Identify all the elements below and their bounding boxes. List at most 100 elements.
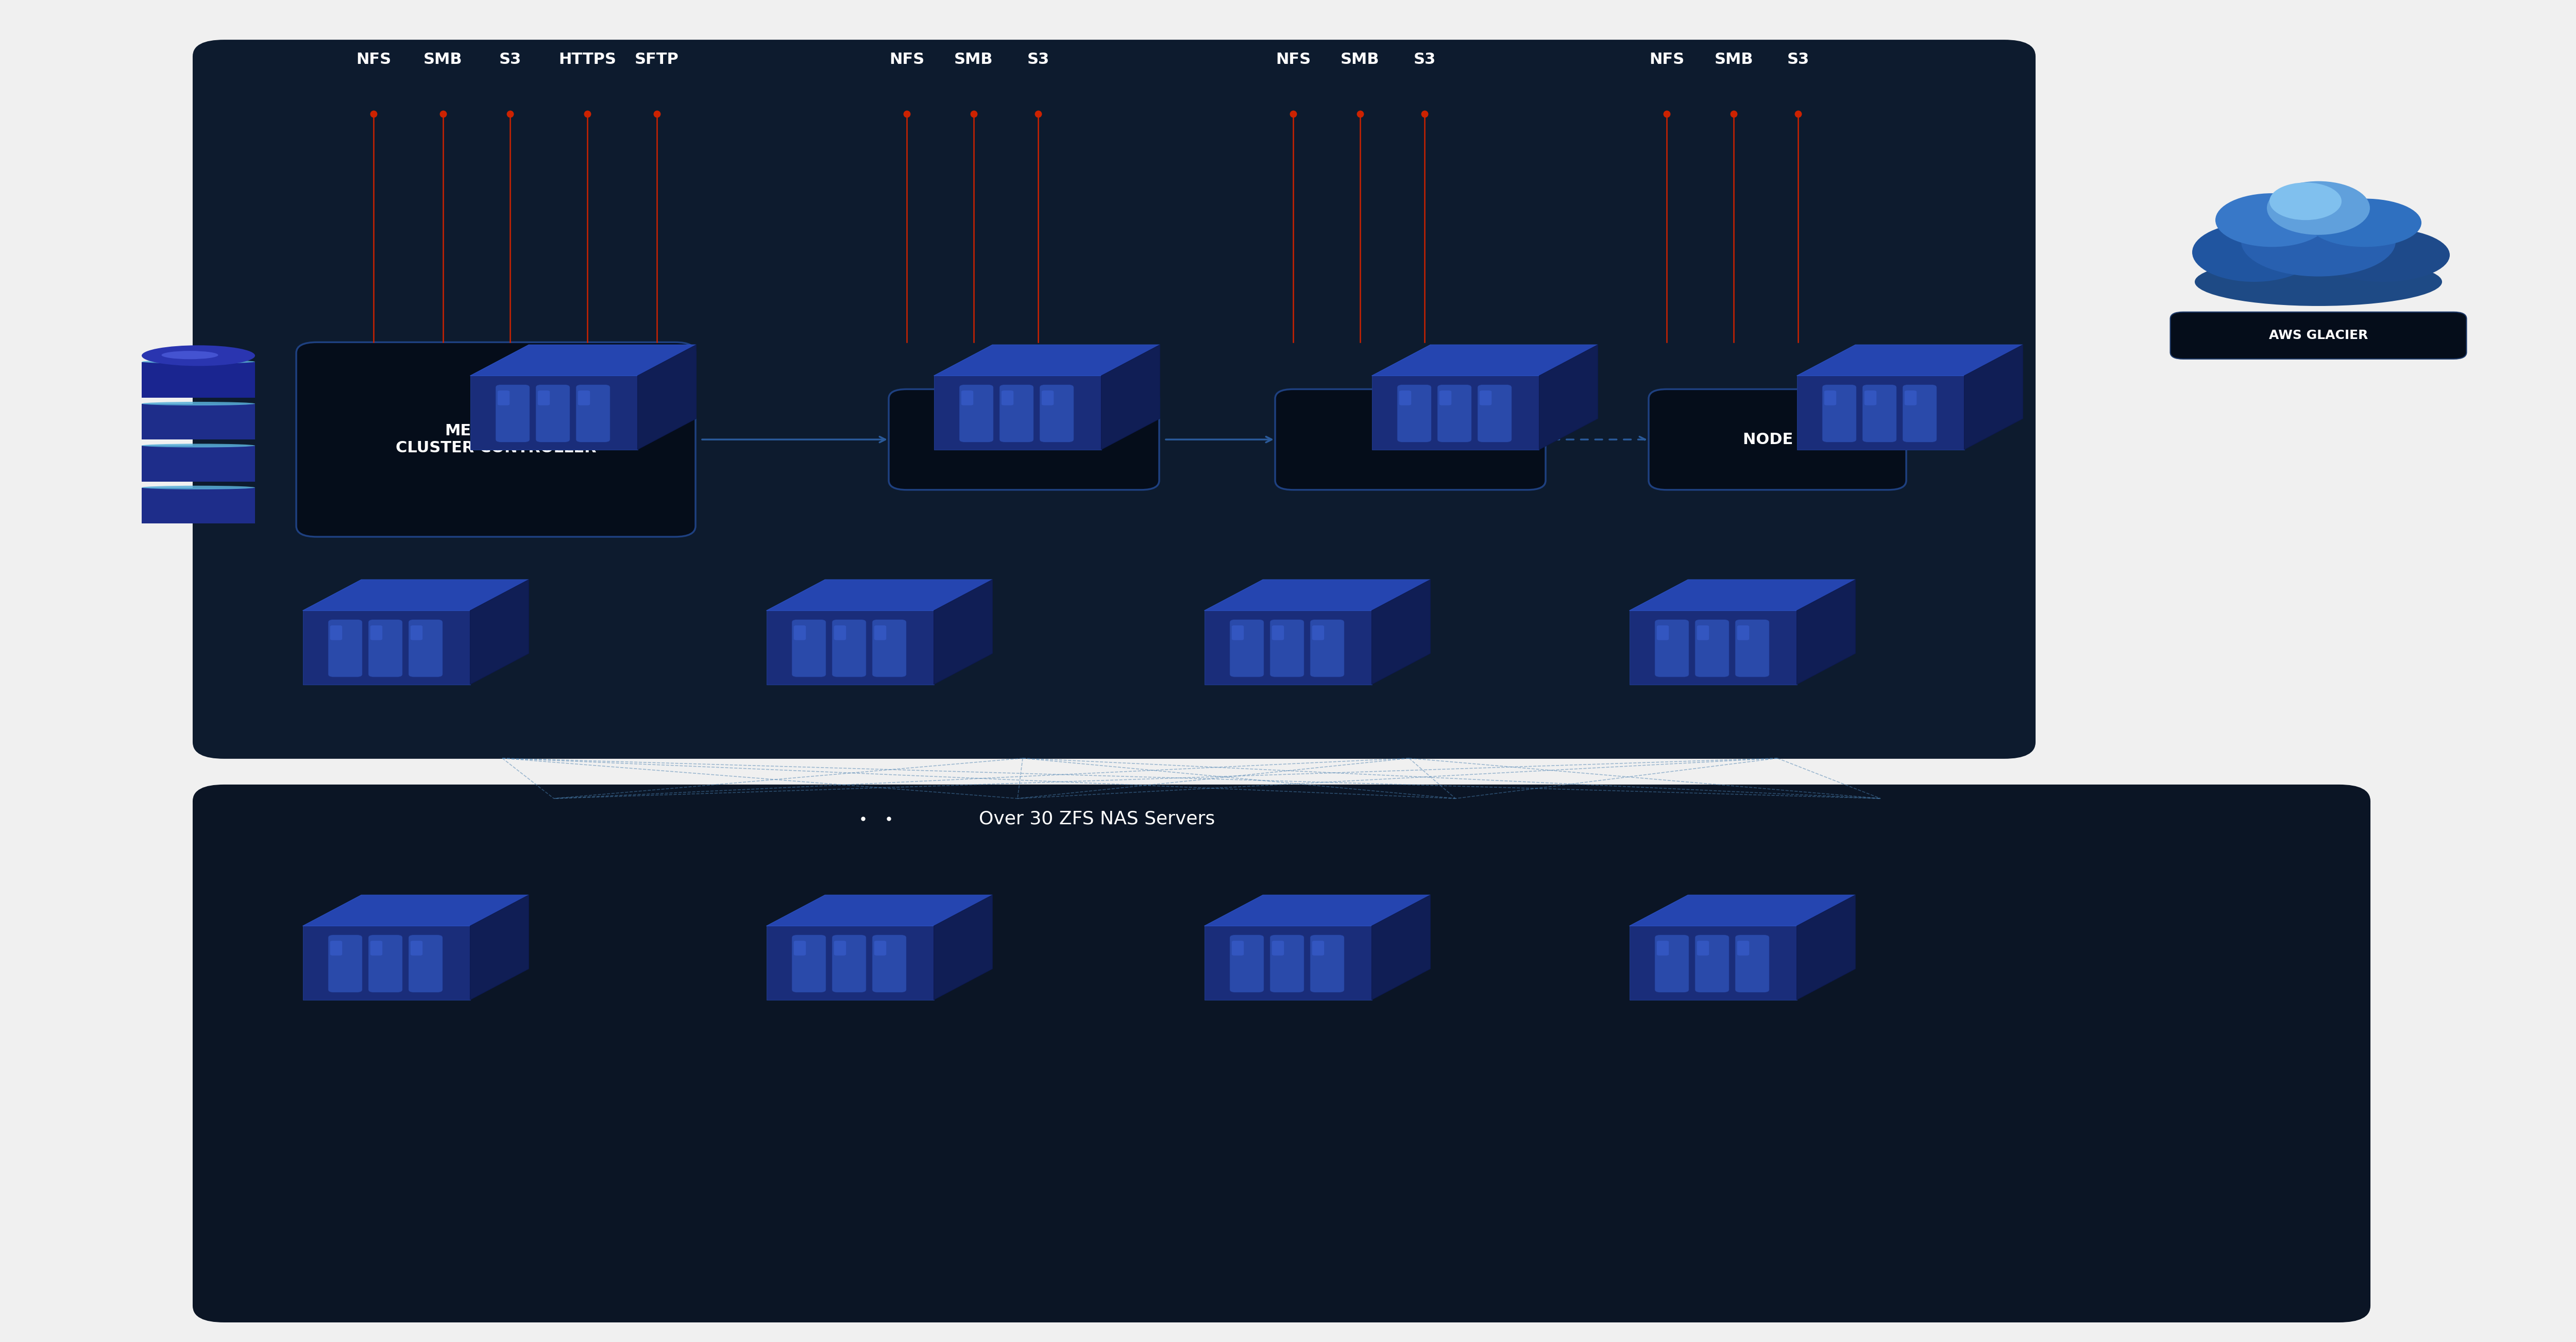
Polygon shape	[1370, 345, 1597, 376]
FancyBboxPatch shape	[410, 941, 422, 956]
Polygon shape	[469, 376, 639, 450]
Polygon shape	[1370, 895, 1430, 1000]
Text: HTTPS: HTTPS	[559, 52, 616, 67]
FancyBboxPatch shape	[1904, 385, 1937, 443]
FancyBboxPatch shape	[371, 625, 381, 640]
Text: SMB: SMB	[1713, 52, 1754, 67]
Polygon shape	[1631, 580, 1855, 611]
Ellipse shape	[142, 401, 255, 405]
Text: NODE 2: NODE 2	[1378, 432, 1443, 447]
Ellipse shape	[2267, 181, 2370, 235]
Ellipse shape	[2192, 223, 2316, 282]
FancyBboxPatch shape	[193, 40, 2035, 758]
FancyBboxPatch shape	[1654, 935, 1690, 993]
FancyBboxPatch shape	[371, 941, 381, 956]
FancyBboxPatch shape	[497, 391, 510, 405]
Polygon shape	[935, 345, 1159, 376]
FancyBboxPatch shape	[410, 935, 443, 993]
FancyBboxPatch shape	[1736, 620, 1770, 678]
Polygon shape	[1798, 345, 2022, 376]
Ellipse shape	[142, 345, 255, 366]
FancyBboxPatch shape	[1695, 620, 1728, 678]
FancyBboxPatch shape	[410, 625, 422, 640]
FancyBboxPatch shape	[536, 385, 569, 443]
FancyBboxPatch shape	[1273, 941, 1283, 956]
Text: NFS: NFS	[355, 52, 392, 67]
FancyBboxPatch shape	[1041, 385, 1074, 443]
Polygon shape	[1370, 580, 1430, 684]
Polygon shape	[1798, 895, 1855, 1000]
Polygon shape	[304, 926, 469, 1000]
FancyBboxPatch shape	[835, 941, 845, 956]
Polygon shape	[1206, 580, 1430, 611]
FancyBboxPatch shape	[1229, 620, 1265, 678]
FancyBboxPatch shape	[1736, 935, 1770, 993]
Polygon shape	[1631, 895, 1855, 926]
Ellipse shape	[142, 486, 255, 490]
Text: S3: S3	[1414, 52, 1435, 67]
FancyBboxPatch shape	[577, 385, 611, 443]
Text: SMB: SMB	[422, 52, 464, 67]
FancyBboxPatch shape	[873, 935, 907, 993]
Polygon shape	[304, 580, 528, 611]
FancyBboxPatch shape	[142, 487, 255, 523]
FancyBboxPatch shape	[1649, 389, 1906, 490]
FancyBboxPatch shape	[793, 625, 806, 640]
Polygon shape	[935, 580, 992, 684]
FancyBboxPatch shape	[1865, 391, 1875, 405]
Ellipse shape	[2241, 207, 2396, 276]
Polygon shape	[1798, 376, 1965, 450]
Polygon shape	[1538, 345, 1597, 450]
Ellipse shape	[2215, 193, 2329, 247]
Polygon shape	[304, 611, 469, 684]
Text: S3: S3	[500, 52, 520, 67]
FancyBboxPatch shape	[1479, 385, 1512, 443]
Text: Over 30 ZFS NAS Servers: Over 30 ZFS NAS Servers	[979, 809, 1216, 828]
Polygon shape	[304, 895, 528, 926]
Polygon shape	[1206, 895, 1430, 926]
FancyBboxPatch shape	[1904, 391, 1917, 405]
Text: NFS: NFS	[889, 52, 925, 67]
FancyBboxPatch shape	[832, 620, 866, 678]
FancyBboxPatch shape	[1231, 941, 1244, 956]
FancyBboxPatch shape	[958, 385, 994, 443]
FancyBboxPatch shape	[495, 385, 531, 443]
Text: NODE 1: NODE 1	[992, 432, 1056, 447]
FancyBboxPatch shape	[1311, 941, 1324, 956]
FancyBboxPatch shape	[791, 620, 827, 678]
FancyBboxPatch shape	[193, 785, 2370, 1322]
FancyBboxPatch shape	[1656, 941, 1669, 956]
Polygon shape	[639, 345, 696, 450]
Polygon shape	[1206, 926, 1370, 1000]
FancyBboxPatch shape	[889, 389, 1159, 490]
Polygon shape	[768, 611, 935, 684]
FancyBboxPatch shape	[832, 935, 866, 993]
FancyBboxPatch shape	[1698, 941, 1708, 956]
FancyBboxPatch shape	[1311, 935, 1345, 993]
Polygon shape	[1103, 345, 1159, 450]
FancyBboxPatch shape	[1440, 391, 1450, 405]
Polygon shape	[768, 895, 992, 926]
Polygon shape	[469, 580, 528, 684]
Text: NODE N: NODE N	[1744, 432, 1811, 447]
FancyBboxPatch shape	[1002, 391, 1012, 405]
Ellipse shape	[142, 444, 255, 447]
FancyBboxPatch shape	[1656, 625, 1669, 640]
FancyBboxPatch shape	[1396, 385, 1432, 443]
Polygon shape	[1631, 611, 1798, 684]
FancyBboxPatch shape	[1229, 935, 1265, 993]
Text: SFTP: SFTP	[634, 52, 680, 67]
FancyBboxPatch shape	[142, 362, 255, 397]
FancyBboxPatch shape	[1311, 620, 1345, 678]
FancyBboxPatch shape	[873, 941, 886, 956]
FancyBboxPatch shape	[577, 391, 590, 405]
FancyBboxPatch shape	[1862, 385, 1896, 443]
Polygon shape	[469, 345, 696, 376]
Polygon shape	[768, 926, 935, 1000]
FancyBboxPatch shape	[1270, 620, 1303, 678]
Polygon shape	[1798, 580, 1855, 684]
Polygon shape	[1965, 345, 2022, 450]
FancyBboxPatch shape	[835, 625, 845, 640]
Text: S3: S3	[1028, 52, 1048, 67]
FancyBboxPatch shape	[1270, 935, 1303, 993]
